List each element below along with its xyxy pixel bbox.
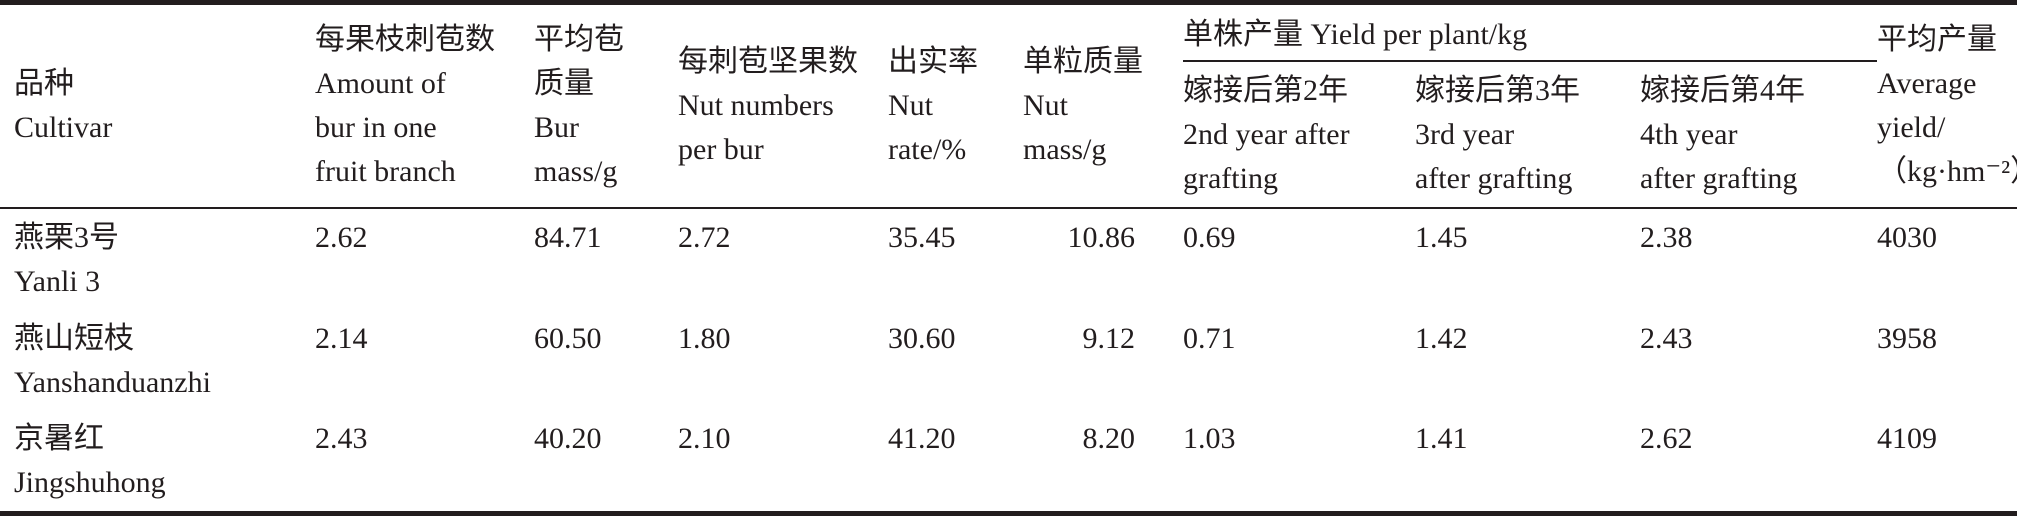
decimal-aligned-value: 9.12 — [1082, 321, 1136, 355]
cell-yield-year2: 1.03 — [1183, 422, 1236, 456]
col-header-bur-amount: 每果枝刺苞数 Amount of bur in one fruit branch — [315, 2, 534, 209]
cell-average-yield: 4109 — [1877, 422, 1938, 456]
cell-yield-year3: 1.45 — [1415, 221, 1468, 254]
table-row-jingshuhong: 京暑红 Jingshuhong 2.43 40.20 2.10 41.20 8.… — [0, 410, 2017, 513]
cell-yield-year3: 1.42 — [1415, 321, 1468, 355]
col-header-yield-year2: 嫁接后第2年 2nd year after grafting — [1183, 61, 1415, 209]
cell-nut-mass: 8.20 — [1023, 410, 1183, 513]
table-row-yanli3: 燕栗3号 Yanli 3 2.62 84.71 2.72 35.45 10.86… — [0, 208, 2017, 310]
cell-bur-mass: 40.20 — [534, 422, 602, 456]
cell-nut-mass: 10.86 — [1023, 208, 1183, 310]
cell-nut-numbers: 2.10 — [678, 422, 731, 456]
decimal-aligned-value: 10.86 — [1067, 221, 1136, 254]
header-row-main: 品种 Cultivar 每果枝刺苞数 Amount of bur in one … — [0, 2, 2017, 209]
cell-yield-year3: 1.41 — [1415, 422, 1468, 456]
col-header-nut-rate: 出实率 Nut rate/% — [888, 2, 1023, 209]
cell-yield-year2: 0.69 — [1183, 221, 1236, 254]
cell-average-yield: 4030 — [1877, 221, 1938, 254]
cell-nut-mass: 9.12 — [1023, 310, 1183, 411]
col-header-bur-mass: 平均苞 质量 Bur mass/g — [534, 2, 678, 209]
col-header-cultivar: 品种 Cultivar — [0, 2, 315, 209]
cell-nut-numbers: 1.80 — [678, 321, 731, 355]
cell-bur-amount: 2.62 — [315, 221, 368, 254]
col-header-nut-mass: 单粒质量 Nut mass/g — [1023, 2, 1183, 209]
table-row-yanshanduanzhi: 燕山短枝 Yanshanduanzhi 2.14 60.50 1.80 30.6… — [0, 310, 2017, 411]
cell-yield-year2: 0.71 — [1183, 321, 1236, 355]
cultivar-name: 京暑红 Jingshuhong — [14, 422, 166, 500]
header-row-sub: 嫁接后第2年 2nd year after grafting 嫁接后第3年 3r… — [0, 61, 2017, 209]
cell-bur-mass: 60.50 — [534, 321, 602, 355]
col-header-average-yield: 平均产量 Average yield/ （kg·hm⁻²） — [1877, 2, 2017, 209]
col-header-nut-numbers: 每刺苞坚果数 Nut numbers per bur — [678, 2, 888, 209]
col-group-yield-per-plant: 单株产量 Yield per plant/kg — [1183, 2, 1878, 62]
cell-yield-year4: 2.43 — [1640, 321, 1693, 355]
cell-bur-mass: 84.71 — [534, 221, 602, 254]
cell-nut-rate: 30.60 — [888, 321, 956, 355]
decimal-aligned-value: 8.20 — [1082, 422, 1136, 456]
cell-nut-rate: 35.45 — [888, 221, 956, 254]
cell-average-yield: 3958 — [1877, 321, 1938, 355]
cell-bur-amount: 2.14 — [315, 321, 368, 355]
cell-yield-year4: 2.62 — [1640, 422, 1693, 456]
cell-nut-numbers: 2.72 — [678, 221, 731, 254]
cell-nut-rate: 41.20 — [888, 422, 956, 456]
cell-yield-year4: 2.38 — [1640, 221, 1693, 254]
cultivar-name: 燕栗3号 Yanli 3 — [14, 221, 119, 298]
col-header-yield-year4: 嫁接后第4年 4th year after grafting — [1640, 61, 1878, 209]
cell-bur-amount: 2.43 — [315, 422, 368, 456]
cultivar-name: 燕山短枝 Yanshanduanzhi — [14, 321, 211, 399]
col-header-yield-year3: 嫁接后第3年 3rd year after grafting — [1415, 61, 1640, 209]
